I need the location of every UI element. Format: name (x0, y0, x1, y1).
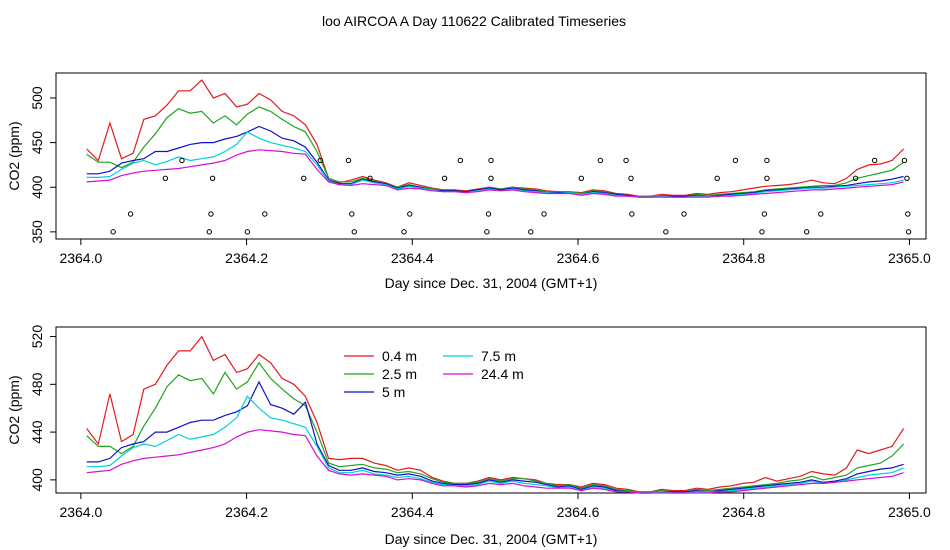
scatter-points (110, 157, 912, 235)
data-point (541, 211, 547, 217)
data-point (488, 157, 494, 164)
x-tick-label: 2365.0 (888, 250, 931, 266)
chart-panel-top: 2364.0 2364.2 2364.4 2364.6 2364.8 2365.0 350… (6, 72, 931, 291)
data-point (317, 157, 324, 164)
series-line-1 (86, 335, 905, 493)
data-point (179, 157, 185, 164)
x-axis-label: Day since Dec. 31, 2004 (GMT+1) (385, 531, 598, 547)
legend: 0.4 m 2.5 m 5 m 7.5 m 24.4 m (344, 348, 524, 400)
data-point (681, 211, 687, 217)
y-tick-label: 400 (29, 175, 45, 199)
x-tick-label: 2364.6 (557, 250, 600, 266)
series-line-4 (86, 395, 904, 494)
legend-label: 24.4 m (481, 366, 524, 382)
data-point (407, 211, 413, 217)
data-point (852, 175, 859, 182)
x-axis: 2364.0 2364.2 2364.4 2364.6 2364.8 2365.0 (59, 493, 931, 520)
data-point (127, 211, 134, 217)
y-tick-label: 480 (29, 372, 45, 396)
x-tick-label: 2364.4 (391, 250, 434, 266)
chart-panel-bottom: 2364.0 2364.2 2364.4 2364.6 2364.8 2365.0 400… (6, 325, 931, 547)
series-line-4 (86, 131, 904, 198)
data-point (484, 229, 490, 235)
series-lines (86, 79, 905, 198)
series-line-5 (86, 149, 904, 198)
data-point (208, 211, 214, 217)
legend-label: 2.5 m (382, 366, 417, 382)
data-point (904, 175, 910, 182)
data-point (401, 229, 407, 235)
data-point (628, 175, 634, 182)
x-tick-label: 2365.0 (888, 504, 931, 520)
data-point (629, 211, 635, 217)
series-line-1 (86, 79, 905, 197)
data-point (244, 229, 251, 235)
data-point (803, 229, 810, 235)
data-point (457, 157, 464, 164)
y-tick-label: 450 (29, 131, 45, 155)
legend-label: 5 m (382, 384, 405, 400)
data-point (663, 229, 669, 235)
legend-label: 0.4 m (382, 348, 417, 364)
series-line-3 (86, 380, 904, 494)
y-tick-label: 350 (29, 220, 45, 244)
figure-title: loo AIRCOA A Day 110622 Calibrated Times… (322, 13, 626, 29)
data-point (732, 157, 739, 164)
y-axis-label: CO2 (ppm) (6, 375, 22, 444)
data-point (110, 229, 116, 235)
x-tick-label: 2364.0 (59, 250, 102, 266)
data-point (209, 175, 216, 182)
y-axis-label: CO2 (ppm) (6, 121, 22, 190)
data-point (528, 229, 534, 235)
series-line-2 (86, 361, 905, 493)
x-tick-label: 2364.0 (59, 504, 102, 520)
y-axis: 400 440 480 520 (29, 325, 56, 492)
x-tick-label: 2364.8 (722, 504, 765, 520)
data-point (764, 175, 770, 182)
data-point (597, 157, 604, 164)
x-tick-label: 2364.2 (225, 504, 268, 520)
data-point (349, 211, 355, 217)
data-point (714, 175, 720, 182)
data-point (623, 157, 629, 164)
data-point (905, 229, 912, 235)
data-point (818, 211, 824, 217)
data-point (901, 157, 908, 164)
y-axis: 350 400 450 500 (29, 86, 56, 244)
y-tick-label: 440 (29, 420, 45, 444)
data-point (578, 175, 585, 182)
y-tick-label: 520 (29, 325, 45, 349)
plot-frame (55, 326, 927, 494)
x-tick-label: 2364.2 (225, 250, 268, 266)
data-point (206, 229, 212, 235)
legend-label: 7.5 m (481, 348, 516, 364)
series-line-2 (86, 106, 904, 197)
data-point (488, 175, 494, 182)
data-point (485, 211, 492, 217)
data-point (351, 229, 357, 235)
data-point (764, 157, 770, 164)
data-point (441, 175, 448, 182)
series-line-3 (86, 125, 904, 198)
data-point (367, 175, 373, 182)
data-point (759, 229, 765, 235)
data-point (301, 175, 307, 182)
x-axis: 2364.0 2364.2 2364.4 2364.6 2364.8 2365.0 (59, 239, 931, 266)
data-point (761, 211, 768, 217)
x-axis-label: Day since Dec. 31, 2004 (GMT+1) (385, 275, 598, 291)
series-line-5 (86, 429, 904, 494)
x-tick-label: 2364.6 (557, 504, 600, 520)
data-point (262, 211, 268, 217)
x-tick-label: 2364.8 (722, 250, 765, 266)
data-point (162, 175, 169, 182)
x-tick-label: 2364.4 (391, 504, 434, 520)
data-point (871, 157, 878, 164)
y-tick-label: 500 (29, 86, 45, 110)
data-point (345, 157, 352, 164)
data-point (905, 211, 911, 217)
plot-frame (55, 72, 927, 240)
y-tick-label: 400 (29, 468, 45, 492)
series-lines (86, 335, 905, 494)
